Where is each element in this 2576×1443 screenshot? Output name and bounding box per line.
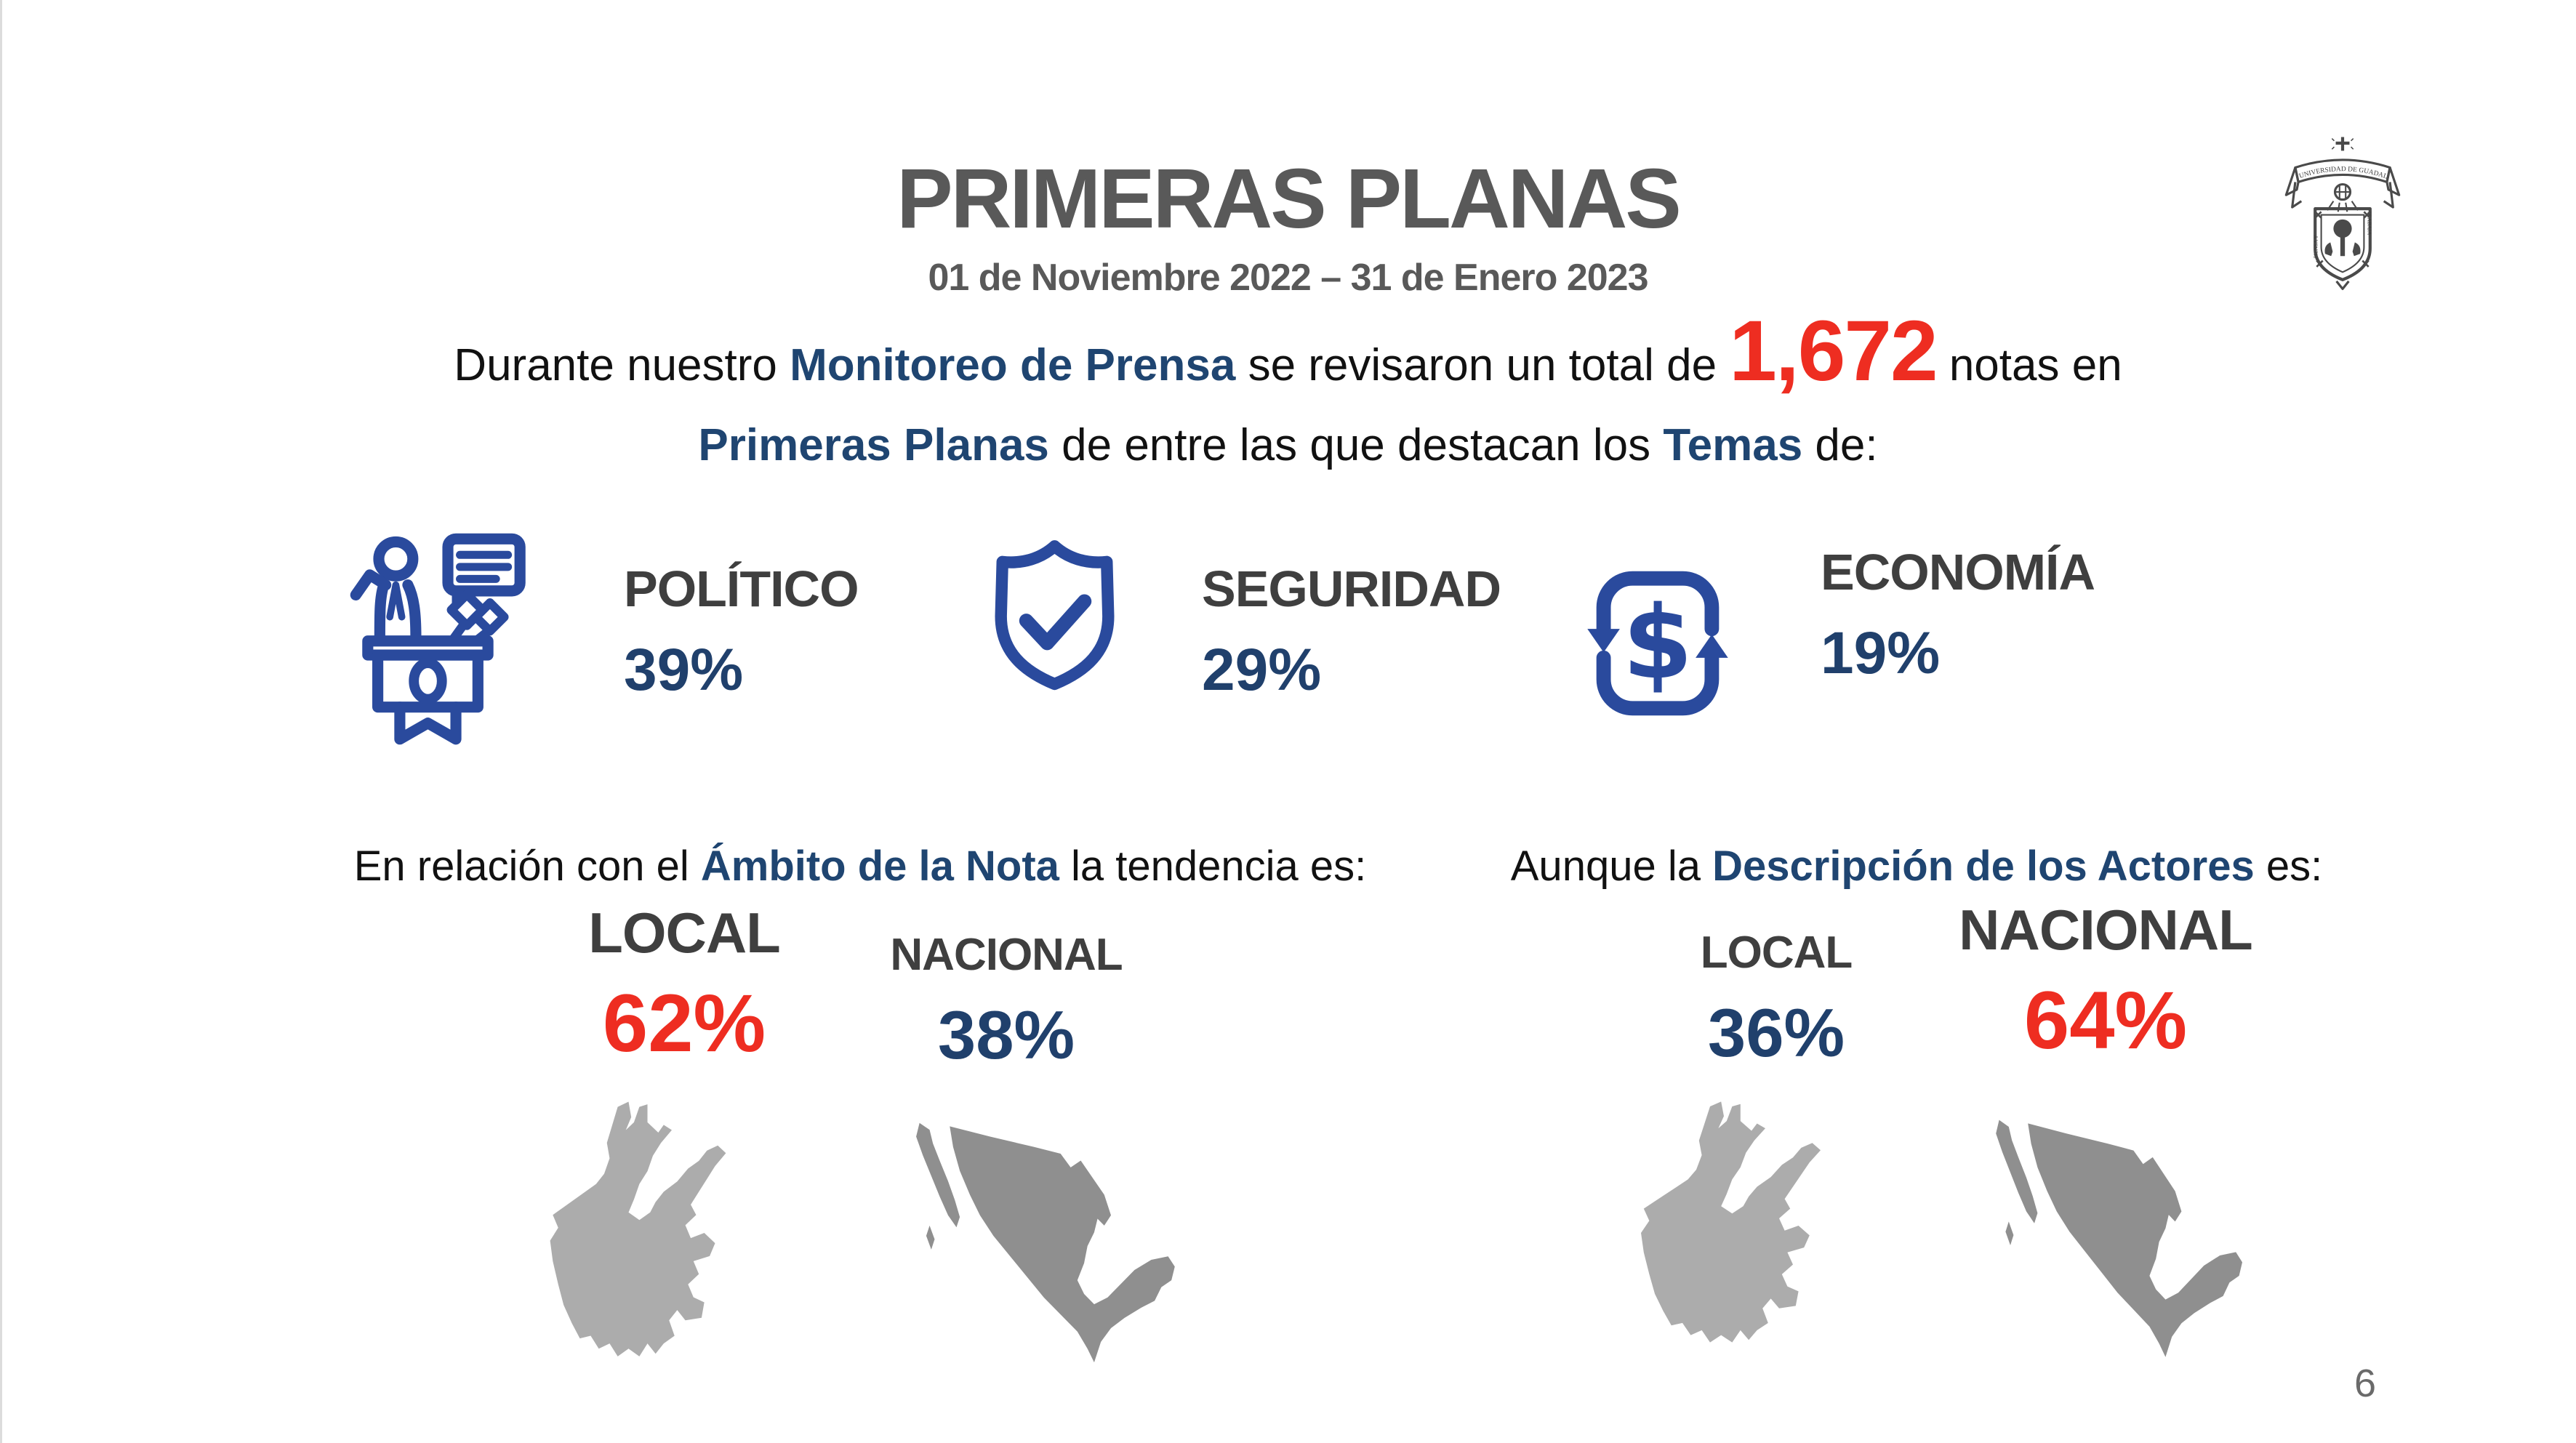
intro-paragraph: Durante nuestro Monitoreo de Prensa se r… [0,308,2576,471]
intro-text: de entre las que destacan los [1048,420,1664,470]
mexico-map [1954,1117,2274,1404]
dollar-glyph: $ [1623,584,1693,702]
stat-label: LOCAL [588,901,781,965]
stat-label: LOCAL [1700,928,1853,978]
ambito-intro-text: En relación con el [353,843,701,890]
tema-label: POLÍTICO [624,560,859,617]
politician-podium-icon [329,533,551,749]
tema-seguridad: SEGURIDAD 29% [980,538,1501,716]
stat-label: NACIONAL [1959,898,2253,962]
descripcion-actores-label: Descripción de los Actores [1712,843,2255,890]
temas-label: Temas [1663,420,1803,470]
stat-value: 64% [2023,975,2188,1066]
stat-label: NACIONAL [890,930,1123,980]
shield-check-icon [980,538,1129,716]
dollar-cycle-icon: $ [1568,550,1748,741]
ambito-local-stat: LOCAL 62% [588,901,781,1069]
logo-motto-right: TRABAJA [2367,211,2373,236]
ambito-intro: En relación con el Ámbito de la Nota la … [354,842,1367,891]
intro-line-1: Durante nuestro Monitoreo de Prensa se r… [0,308,2576,394]
actores-intro-text: es: [2254,843,2323,890]
page-number: 6 [2354,1362,2377,1405]
tema-value: 39% [624,637,744,703]
ambito-intro-text: la tendencia es: [1059,843,1367,890]
tema-politico: POLÍTICO 39% [329,533,859,749]
tema-label: ECONOMÍA [1821,544,2095,600]
tema-value: 29% [1202,637,1322,703]
total-notas-value: 1,672 [1729,303,1938,399]
stat-value: 62% [602,978,766,1069]
intro-text: notas en [1936,340,2122,390]
primeras-planas-label: Primeras Planas [698,420,1049,470]
ambito-de-la-nota-label: Ámbito de la Nota [700,843,1059,890]
jalisco-map [537,1099,807,1367]
intro-text: Durante nuestro [454,340,790,390]
jalisco-map [1627,1099,1903,1352]
university-crest-icon: UNIVERSIDAD DE GUADALAJARA PIENSA Y TRAB… [2279,129,2401,290]
page-title: PRIMERAS PLANAS [896,151,1681,246]
tema-economia: $ ECONOMÍA 19% [1568,539,2095,741]
date-range: 01 de Noviembre 2022 – 31 de Enero 2023 [928,257,1648,299]
stat-value: 36% [1707,994,1845,1071]
logo-motto-left: PIENSA Y [2312,235,2319,259]
intro-text: se revisaron un total de [1235,340,1730,390]
tema-value: 19% [1821,620,1941,686]
ambito-nacional-stat: NACIONAL 38% [890,930,1123,1073]
actores-local-stat: LOCAL 36% [1701,930,1853,1067]
university-logo: UNIVERSIDAD DE GUADALAJARA PIENSA Y TRAB… [2279,129,2404,310]
monitoreo-de-prensa-label: Monitoreo de Prensa [790,340,1236,390]
intro-line-2: Primeras Planas de entre las que destaca… [0,420,2576,471]
mexico-map [872,1120,1208,1410]
actores-intro: Aunque la Descripción de los Actores es: [1511,842,2323,891]
intro-text: de: [1802,420,1878,470]
stat-value: 38% [937,997,1075,1073]
actores-intro-text: Aunque la [1510,843,1713,890]
actores-nacional-stat: NACIONAL 64% [1959,898,2253,1066]
tema-label: SEGURIDAD [1202,560,1501,617]
